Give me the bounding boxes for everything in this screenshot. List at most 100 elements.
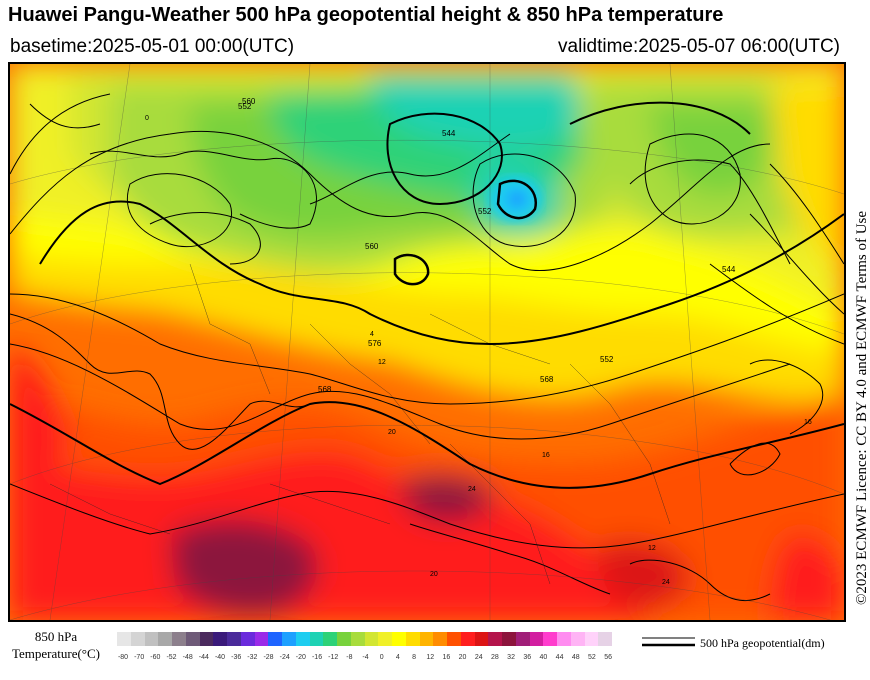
credit-text-svg: ©2023 ECMWF Licence: CC BY 4.0 and ECMWF… <box>854 211 870 605</box>
weather-map: 560 552 544 544 552 568 560 576 568 552 … <box>8 62 846 622</box>
contour-label: 552 <box>600 355 614 364</box>
temp-label: 12 <box>648 545 656 552</box>
colorbar-segment <box>158 632 172 646</box>
colorbar-segment <box>584 632 599 646</box>
contour-label: 576 <box>368 339 382 348</box>
temp-label: 12 <box>378 359 386 366</box>
colorbar-segment <box>557 632 571 646</box>
colorbar-segment <box>295 632 310 646</box>
colorbar-tick-label: -80 <box>117 654 129 661</box>
colorbar-tick-label: 32 <box>507 654 515 661</box>
coastlines <box>10 103 824 602</box>
colorbar-segment <box>392 632 406 646</box>
colorbar-segment <box>199 632 214 646</box>
contour-label: 568 <box>318 385 332 394</box>
colorbar-tick-label: -4 <box>362 654 369 661</box>
colorbar-tick-label: -36 <box>231 654 242 661</box>
colorbar-segment <box>529 632 544 646</box>
temp-label: 16 <box>542 452 550 459</box>
temp-label: 24 <box>662 579 670 586</box>
colorbar-segment <box>350 632 365 646</box>
colorbar-segment <box>570 632 585 646</box>
colorbar-tick-label: -60 <box>150 654 161 661</box>
colorbar-tick-label: 16 <box>442 654 451 661</box>
contour-label: 552 <box>238 102 252 111</box>
temp-label: 4 <box>370 331 374 338</box>
basetime-label: basetime:2025-05-01 00:00(UTC) <box>10 36 295 57</box>
contour-label: 552 <box>478 207 492 216</box>
colorbar-segment <box>488 632 502 646</box>
colorbar-segment <box>474 632 489 646</box>
colorbar-segment <box>185 632 200 646</box>
colorbar-tick-label: -24 <box>279 654 290 661</box>
colorbar-segment <box>117 632 131 646</box>
colorbar-tick-label: 28 <box>491 654 499 661</box>
colorbar-tick-label: -40 <box>214 654 226 661</box>
colorbar-tick-label: -8 <box>346 654 353 661</box>
colorbar-tick-label: 4 <box>395 654 400 661</box>
colorbar-tick-label: -28 <box>263 654 274 661</box>
colorbar-tick-label: 12 <box>426 654 435 661</box>
colorbar-tick-label: -52 <box>166 654 177 661</box>
colorbar-segment <box>598 632 612 646</box>
contour-label: 544 <box>442 129 456 138</box>
colorbar-tick-label: 0 <box>379 654 384 661</box>
colorbar-segment <box>282 632 296 646</box>
graticule <box>10 64 844 620</box>
contour-label: 568 <box>540 375 554 384</box>
map-canvas: 560 552 544 544 552 568 560 576 568 552 … <box>10 64 844 620</box>
colorbar-segment <box>502 632 516 646</box>
colorbar-segment <box>433 632 447 646</box>
contour-label: 544 <box>722 265 736 274</box>
contour-labels: 560 552 544 544 552 568 560 576 568 552 <box>238 97 736 394</box>
colorbar-tick-label: -16 <box>311 654 323 661</box>
colorbar-tick-label: 48 <box>571 654 580 661</box>
temperature-labels: 0 4 12 16 20 24 24 20 16 12 <box>145 115 812 586</box>
colorbar-tick-label: 44 <box>555 654 564 661</box>
geopotential-legend-label: 500 hPa geopotential(dm) <box>700 636 825 650</box>
credit-strip: ©2023 ECMWF Licence: CC BY 4.0 and ECMWF… <box>852 60 870 620</box>
colorbar-segment <box>254 632 269 646</box>
cold-core <box>489 177 541 221</box>
colorbar-segment <box>268 632 282 646</box>
temp-label: 20 <box>430 571 438 578</box>
temp-label: 20 <box>388 429 396 436</box>
colorbar-segment <box>515 632 530 646</box>
temperature-legend-title: 850 hPa Temperature(°C) <box>6 628 106 662</box>
colorbar-segment <box>378 632 392 646</box>
colorbar-segment <box>460 632 475 646</box>
temperature-colorbar <box>117 632 612 646</box>
colorbar-segment <box>447 632 461 646</box>
credit-text: ©2023 ECMWF Licence: CC BY 4.0 and ECMWF… <box>854 211 870 605</box>
geopotential-legend-lines <box>642 637 695 647</box>
colorbar-segment <box>309 632 324 646</box>
colorbar-segment <box>213 632 227 646</box>
colorbar-segment <box>419 632 434 646</box>
colorbar-segment <box>227 632 241 646</box>
colorbar-segment <box>130 632 145 646</box>
colorbar-tick-label: 52 <box>588 654 596 661</box>
legend-level: 850 hPa <box>34 629 78 644</box>
colorbar-segment <box>240 632 255 646</box>
colorbar-segment <box>337 632 351 646</box>
colorbar-tick-label: -70 <box>134 654 145 661</box>
colorbar-tick-label: -44 <box>198 654 209 661</box>
colorbar-segment <box>405 632 420 646</box>
colorbar-tick-label: 8 <box>412 654 416 661</box>
geopotential-contours <box>10 93 844 549</box>
colorbar-segment <box>364 632 379 646</box>
colorbar-tick-label: -48 <box>182 654 193 661</box>
colorbar-tick-label: -12 <box>328 654 339 661</box>
chart-title: Huawei Pangu-Weather 500 hPa geopotentia… <box>8 4 724 26</box>
colorbar-tick-label: -32 <box>247 654 258 661</box>
colorbar-tick-label: 56 <box>604 654 612 661</box>
colorbar-tick-label: 36 <box>523 654 532 661</box>
contour-label: 560 <box>242 97 256 106</box>
colorbar-segment <box>172 632 186 646</box>
colorbar-tick-label: 20 <box>458 654 467 661</box>
validtime-label: validtime:2025-05-07 06:00(UTC) <box>558 36 840 57</box>
colorbar-segment <box>144 632 159 646</box>
colorbar-segment <box>323 632 337 646</box>
temp-label: 0 <box>145 115 149 122</box>
colorbar-tick-label: 40 <box>539 654 548 661</box>
